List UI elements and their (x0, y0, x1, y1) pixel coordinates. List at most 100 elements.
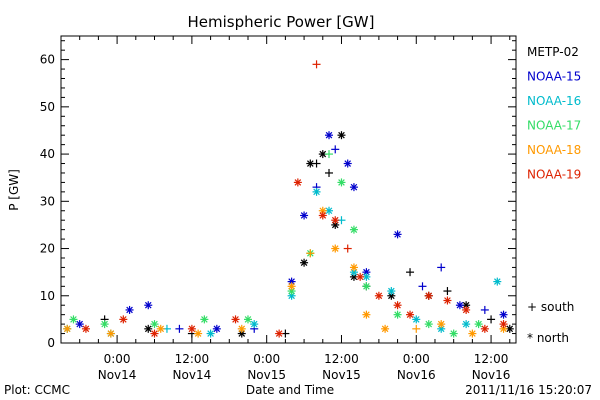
north-point (81, 324, 90, 333)
north-point (393, 310, 402, 319)
north-point (356, 272, 365, 281)
mark-stroke (120, 316, 127, 323)
north-point (387, 287, 396, 296)
mark-stroke (201, 316, 208, 323)
mark-stroke (331, 245, 339, 252)
north-point (325, 131, 334, 140)
mark-stroke (469, 330, 476, 337)
data-points (63, 60, 514, 338)
y-tick-label: 40 (40, 147, 55, 161)
north-point (462, 320, 471, 329)
north-point (443, 296, 452, 305)
y-axis: 0 10 20 30 40 50 60 (40, 40, 516, 350)
mark-stroke (500, 320, 507, 328)
north-point (381, 324, 390, 333)
legend: METP-02 NOAA-15 NOAA-16 NOAA-17 NOAA-18 NOAA-… (527, 45, 581, 182)
x-tick-time-label: 0:00 (403, 352, 430, 366)
mark-stroke (425, 320, 433, 328)
mark-stroke (126, 306, 133, 314)
north-point (468, 329, 477, 338)
plot-frame (60, 35, 517, 344)
legend-entry: NOAA-17 (527, 119, 581, 133)
south-point (306, 249, 315, 258)
mark-stroke (319, 207, 327, 215)
mark-stroke (107, 330, 115, 337)
x-axis-label: Date and Time (246, 383, 334, 397)
mark-stroke (151, 320, 158, 328)
y-tick-label: 20 (40, 242, 55, 256)
x-tick-date-label: Nov16 (397, 368, 436, 382)
south-point (412, 324, 421, 333)
mark-stroke (288, 287, 295, 295)
north-point (200, 315, 209, 324)
north-point (300, 211, 309, 220)
north-point (349, 183, 358, 192)
mark-stroke (294, 179, 302, 186)
north-point (156, 324, 165, 333)
north-point (100, 320, 109, 329)
north-point (312, 187, 321, 196)
mark-stroke (350, 268, 358, 276)
north-point (331, 244, 340, 253)
north-point (449, 329, 458, 338)
mark-stroke (288, 292, 295, 300)
mark-stroke (101, 320, 108, 328)
mark-stroke (325, 131, 333, 139)
south-point (406, 268, 415, 277)
north-point (362, 282, 371, 291)
north-point (424, 320, 433, 329)
north-point (349, 263, 358, 272)
mark-stroke (406, 311, 414, 318)
mark-stroke (151, 330, 158, 337)
x-tick-time-label: 12:00 (324, 352, 359, 366)
plot-timestamp: 2011/11/16 15:20:07 (465, 383, 592, 397)
north-point (331, 216, 340, 225)
south-point (312, 159, 321, 168)
mark-stroke (450, 330, 457, 337)
mark-stroke (350, 264, 358, 271)
south-point (480, 305, 489, 314)
mark-stroke (462, 320, 470, 328)
north-point (424, 291, 433, 300)
mark-stroke (375, 292, 383, 300)
mark-stroke (350, 273, 358, 281)
north-point (343, 159, 352, 168)
north-point (125, 305, 134, 314)
mark-stroke (76, 320, 84, 328)
mark-stroke (481, 325, 489, 333)
north-point (144, 301, 153, 310)
north-point (412, 315, 421, 324)
north-point (187, 324, 196, 333)
south-point (175, 324, 184, 333)
mark-stroke (319, 150, 327, 158)
legend-entry: NOAA-16 (527, 94, 581, 108)
mark-stroke (462, 301, 470, 309)
mark-stroke (63, 325, 71, 333)
north-point (106, 329, 115, 338)
north-point (206, 329, 215, 338)
north-point (243, 315, 252, 324)
mark-stroke (350, 183, 358, 191)
north-point (499, 320, 508, 329)
mark-stroke (506, 325, 514, 333)
mark-stroke (70, 316, 77, 323)
north-point (275, 329, 284, 338)
mark-stroke (213, 325, 221, 333)
north-point (480, 324, 489, 333)
mark-stroke (288, 283, 295, 290)
mark-stroke (363, 273, 370, 281)
mark-stroke (500, 311, 507, 318)
mark-stroke (250, 320, 258, 328)
x-tick-date-label: Nov14 (98, 368, 137, 382)
north-point (250, 320, 259, 329)
x-tick-time-label: 12:00 (175, 352, 210, 366)
north-point (69, 315, 78, 324)
x-tick-date-label: Nov14 (173, 368, 212, 382)
south-point (325, 150, 334, 159)
plot-source: Plot: CCMC (4, 383, 70, 397)
y-tick-label: 10 (40, 289, 55, 303)
north-point (318, 211, 327, 220)
mark-stroke (444, 297, 451, 304)
x-tick-time-label: 0:00 (253, 352, 280, 366)
north-point (393, 301, 402, 310)
